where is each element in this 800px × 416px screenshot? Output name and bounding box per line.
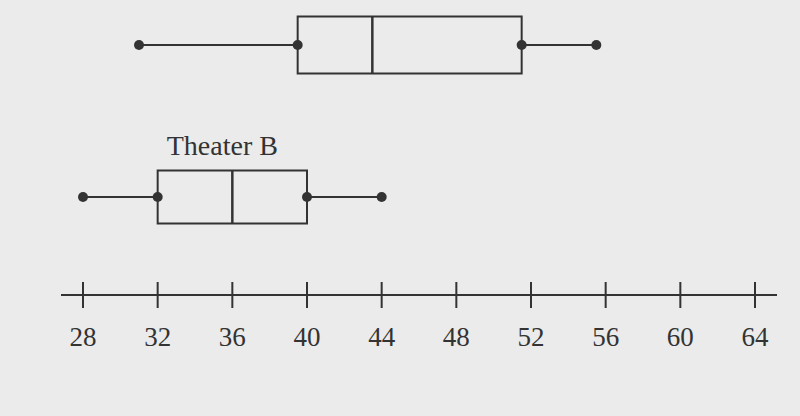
x-axis (61, 294, 777, 296)
x-tick-label: 64 (742, 322, 770, 352)
whisker-low (83, 196, 158, 198)
box-label: Theater B (167, 130, 278, 161)
x-tick-label: 56 (592, 322, 619, 352)
chart: 28 32 36 40 44 48 52 56 60 64 Theater B (0, 0, 800, 416)
x-tick (679, 282, 681, 308)
boxes (78, 17, 601, 224)
box (298, 17, 522, 74)
x-tick (157, 282, 159, 308)
point-max (591, 40, 601, 50)
x-tick (82, 282, 84, 308)
x-tick-label: 40 (294, 322, 321, 352)
x-tick-label: 48 (443, 322, 470, 352)
x-tick-label: 60 (667, 322, 694, 352)
point-min (134, 40, 144, 50)
point-q3 (517, 40, 527, 50)
whisker-high (522, 44, 597, 46)
point-max (377, 192, 387, 202)
whisker-low (139, 44, 298, 46)
point-min (78, 192, 88, 202)
median (371, 17, 374, 74)
x-tick-label: 36 (219, 322, 246, 352)
point-q3 (302, 192, 312, 202)
whisker-high (307, 196, 382, 198)
x-tick (530, 282, 532, 308)
x-tick-label: 32 (144, 322, 171, 352)
x-tick (455, 282, 457, 308)
box (158, 171, 307, 224)
x-tick (306, 282, 308, 308)
x-tick-label: 44 (368, 322, 396, 352)
median (231, 171, 234, 224)
x-tick (381, 282, 383, 308)
x-tick-label: 28 (70, 322, 97, 352)
point-q1 (153, 192, 163, 202)
chart-root: 28 32 36 40 44 48 52 56 60 64 Theater B (0, 0, 800, 416)
x-tick (605, 282, 607, 308)
x-tick (754, 282, 756, 308)
x-tick (231, 282, 233, 308)
x-tick-label: 52 (518, 322, 545, 352)
point-q1 (293, 40, 303, 50)
background (0, 0, 800, 416)
